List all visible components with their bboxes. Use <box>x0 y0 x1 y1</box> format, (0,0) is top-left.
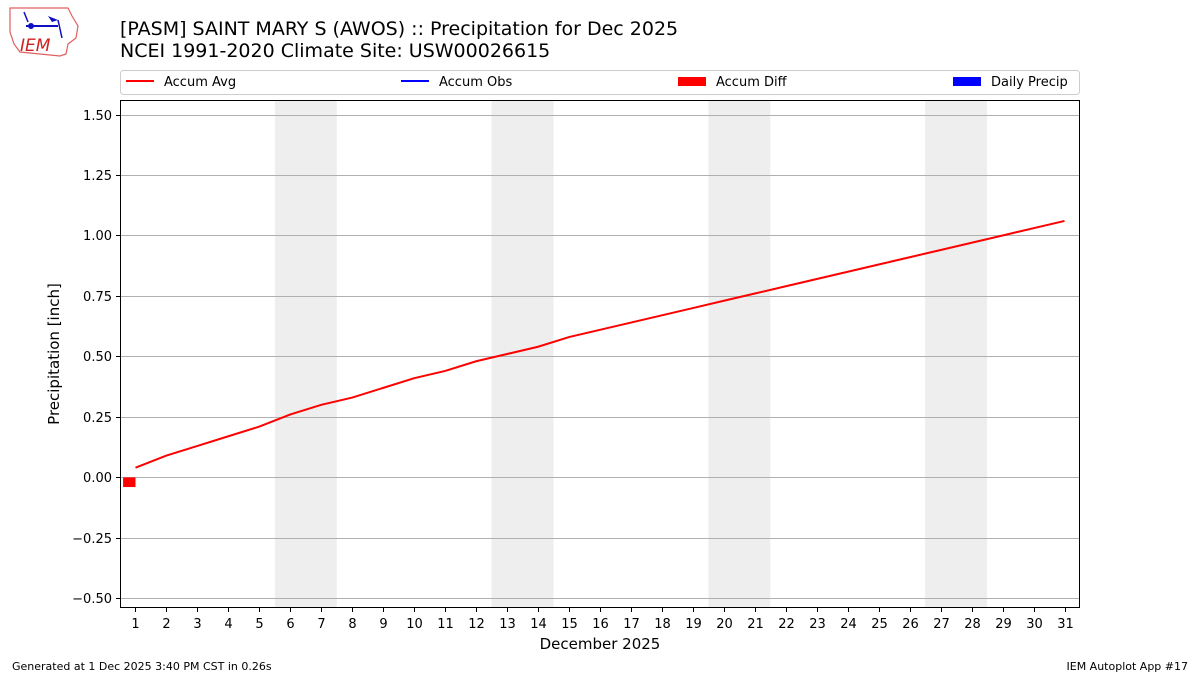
app-note: IEM Autoplot App #17 <box>1066 660 1189 673</box>
x-tick-label: 6 <box>286 617 294 632</box>
x-tick-label: 20 <box>716 617 733 632</box>
y-tick-label: 1.25 <box>83 169 112 184</box>
x-tick-label: 18 <box>654 617 671 632</box>
x-tick-label: 15 <box>561 617 578 632</box>
legend-box <box>120 70 1080 95</box>
y-tick-label: 0.50 <box>83 350 112 365</box>
x-tick-label: 2 <box>162 617 170 632</box>
weekend-shade <box>708 100 771 608</box>
x-tick-label: 11 <box>437 617 454 632</box>
y-axis-label: Precipitation [inch] <box>45 283 63 425</box>
x-tick-label: 30 <box>1026 617 1043 632</box>
iem-logo: IEM <box>6 4 80 62</box>
y-tick-label: −0.25 <box>72 532 112 547</box>
x-tick-label: 25 <box>871 617 888 632</box>
x-tick-label: 3 <box>193 617 201 632</box>
x-tick-label: 17 <box>623 617 640 632</box>
x-tick-label: 10 <box>406 617 423 632</box>
x-axis-label: December 2025 <box>540 635 661 653</box>
chart-subtitle: NCEI 1991-2020 Climate Site: USW00026615 <box>120 40 551 62</box>
x-tick-label: 23 <box>809 617 826 632</box>
x-tick-label: 1 <box>131 617 139 632</box>
weekend-shade <box>925 100 988 608</box>
y-tick-label: 0.75 <box>83 290 112 305</box>
x-tick-label: 22 <box>778 617 795 632</box>
plot-frame <box>120 100 1080 608</box>
x-tick-label: 16 <box>592 617 609 632</box>
y-tick-label: −0.50 <box>72 592 112 607</box>
x-tick-label: 9 <box>379 617 387 632</box>
weekend-shade <box>274 100 337 608</box>
x-tick-label: 13 <box>499 617 516 632</box>
x-tick-label: 28 <box>964 617 981 632</box>
x-tick-label: 12 <box>468 617 485 632</box>
weekend-shade <box>491 100 554 608</box>
y-tick-label: 0.00 <box>83 471 112 486</box>
x-tick-label: 4 <box>224 617 232 632</box>
legend-label: Accum Obs <box>439 75 512 90</box>
legend-swatch-2 <box>678 77 706 86</box>
legend-label: Accum Avg <box>164 75 236 90</box>
accum-diff-bar <box>123 477 136 488</box>
legend-swatch-3 <box>953 77 981 86</box>
y-tick-label: 1.50 <box>83 109 112 124</box>
chart-title: [PASM] SAINT MARY S (AWOS) :: Precipitat… <box>120 18 679 40</box>
legend-label: Accum Diff <box>716 75 788 90</box>
x-tick-label: 31 <box>1057 617 1074 632</box>
generated-note: Generated at 1 Dec 2025 3:40 PM CST in 0… <box>12 660 272 673</box>
y-tick-label: 0.25 <box>83 411 112 426</box>
x-tick-label: 8 <box>348 617 356 632</box>
logo-text: IEM <box>20 36 51 56</box>
x-tick-label: 5 <box>255 617 263 632</box>
x-tick-label: 29 <box>995 617 1012 632</box>
y-tick-label: 1.00 <box>83 229 112 244</box>
x-tick-label: 19 <box>685 617 702 632</box>
x-tick-label: 24 <box>840 617 857 632</box>
x-tick-label: 7 <box>317 617 325 632</box>
x-tick-label: 27 <box>933 617 950 632</box>
x-tick-label: 21 <box>747 617 764 632</box>
legend-label: Daily Precip <box>991 75 1068 90</box>
x-tick-label: 26 <box>902 617 919 632</box>
legend: Accum Avg Accum Obs Accum Diff Daily Precip <box>126 75 1068 90</box>
x-tick-label: 14 <box>530 617 547 632</box>
